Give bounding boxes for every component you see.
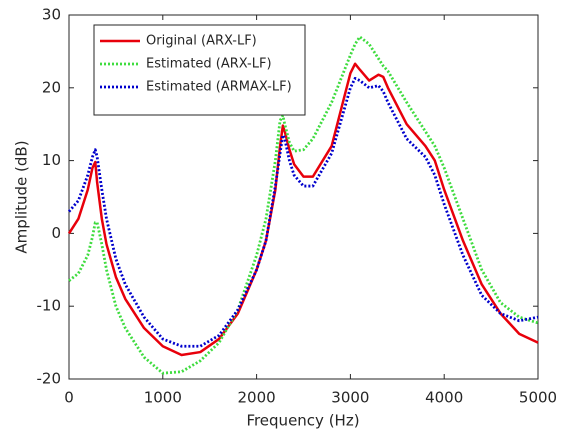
x-tick-label: 0 (64, 389, 74, 407)
x-axis-label: Frequency (Hz) (246, 412, 359, 430)
y-tick-label: 0 (51, 224, 61, 242)
plot-frame (68, 14, 539, 380)
y-tick-label: -20 (37, 370, 62, 388)
y-tick-label: 20 (42, 78, 61, 96)
x-tick-label: 4000 (425, 389, 463, 407)
y-tick-label: 10 (42, 151, 61, 169)
x-tick-label: 2000 (238, 389, 276, 407)
y-tick-label: 30 (42, 6, 61, 24)
legend-label: Estimated (ARX-LF) (146, 57, 272, 72)
y-axis-label: Amplitude (dB) (13, 140, 31, 253)
y-tick-label: -10 (37, 297, 62, 315)
legend-label: Estimated (ARMAX-LF) (146, 80, 292, 95)
series-line (67, 62, 539, 357)
series-line (68, 35, 539, 375)
x-tick-label: 1000 (144, 389, 182, 407)
x-tick-label: 5000 (519, 389, 557, 407)
x-tick-label: 3000 (331, 389, 369, 407)
legend-label: Original (ARX-LF) (146, 34, 257, 49)
